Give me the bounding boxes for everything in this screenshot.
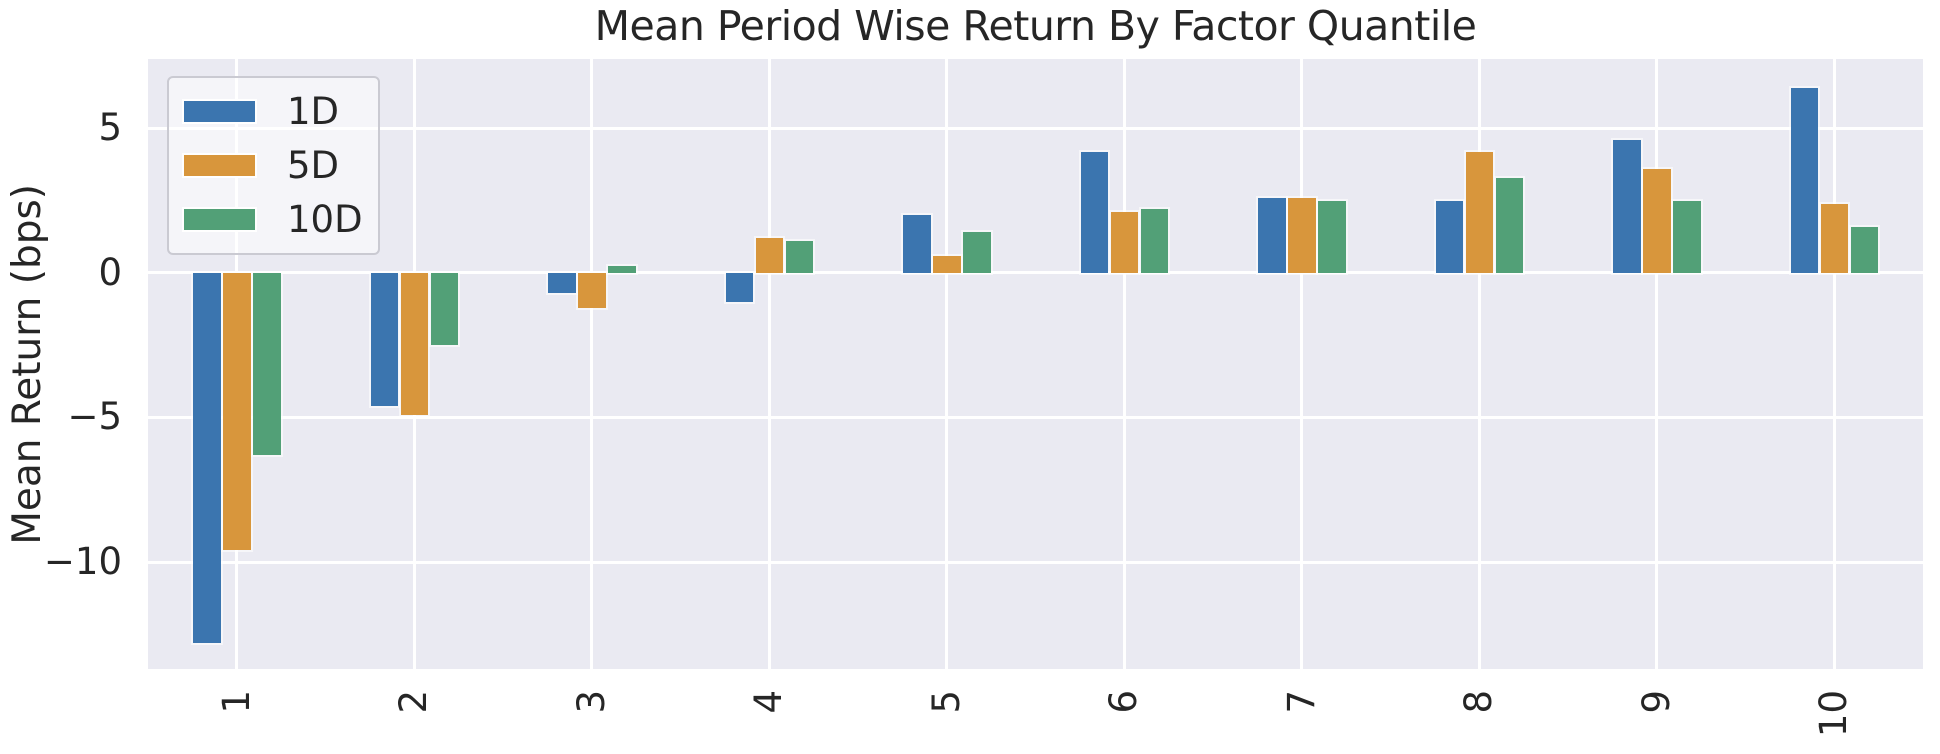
bar-5D-q4 [755, 238, 783, 273]
bar-10D-q4 [785, 241, 813, 273]
bar-5D-q1 [223, 272, 251, 551]
legend-item-5D: 5D [169, 147, 378, 184]
bar-1D-q6 [1080, 151, 1108, 273]
v-gridline [1300, 59, 1304, 669]
v-gridline [1832, 59, 1836, 669]
x-tick-label-4: 4 [747, 690, 791, 714]
h-gridline [148, 271, 1923, 275]
bar-10D-q10 [1850, 226, 1878, 273]
x-tick-label-1: 1 [214, 690, 258, 714]
legend-label: 10D [287, 198, 363, 242]
legend-swatch-10D [182, 207, 257, 233]
y-tick-label: 0 [98, 250, 122, 294]
x-tick-label-7: 7 [1279, 690, 1323, 714]
v-gridline [1477, 59, 1481, 669]
legend-swatch-5D [182, 152, 257, 178]
legend-label: 5D [287, 143, 340, 187]
bar-10D-q5 [963, 232, 991, 273]
y-tick-label: −5 [67, 395, 122, 439]
legend-item-1D: 1D [169, 93, 378, 130]
bar-10D-q9 [1673, 200, 1701, 273]
bar-1D-q10 [1790, 87, 1818, 273]
v-gridline [1655, 59, 1659, 669]
bar-5D-q9 [1643, 168, 1671, 273]
bar-5D-q6 [1110, 212, 1138, 273]
bar-10D-q6 [1140, 209, 1168, 273]
bar-5D-q8 [1465, 151, 1493, 273]
v-gridline [590, 59, 594, 669]
x-tick-label-8: 8 [1457, 690, 1501, 714]
v-gridline [945, 59, 949, 669]
bar-1D-q2 [370, 272, 398, 406]
h-gridline [148, 415, 1923, 419]
bar-10D-q8 [1495, 177, 1523, 273]
bar-5D-q3 [578, 272, 606, 308]
y-tick-label: 5 [98, 106, 122, 150]
legend-swatch-1D [182, 98, 257, 124]
bar-5D-q5 [933, 255, 961, 273]
bar-5D-q10 [1820, 203, 1848, 273]
plot-area [148, 59, 1923, 669]
bar-1D-q4 [725, 272, 753, 302]
bar-1D-q7 [1258, 197, 1286, 273]
x-tick-label-10: 10 [1812, 690, 1856, 738]
legend: 1D 5D 10D [167, 76, 380, 255]
chart-title: Mean Period Wise Return By Factor Quanti… [594, 2, 1477, 50]
x-tick-label-6: 6 [1102, 690, 1146, 714]
bar-1D-q9 [1613, 139, 1641, 273]
y-axis-label: Mean Return (bps) [4, 183, 50, 545]
v-gridline [1122, 59, 1126, 669]
bar-1D-q5 [903, 215, 931, 273]
bar-1D-q8 [1435, 200, 1463, 273]
bar-5D-q2 [400, 272, 428, 415]
v-gridline [767, 59, 771, 669]
bar-1D-q3 [548, 272, 576, 294]
bar-10D-q2 [430, 272, 458, 346]
x-tick-label-3: 3 [569, 690, 613, 714]
y-tick-label: −10 [43, 540, 122, 584]
h-gridline [148, 560, 1923, 564]
x-tick-label-5: 5 [924, 690, 968, 714]
h-gridline [148, 126, 1923, 130]
bar-1D-q1 [193, 272, 221, 643]
legend-item-10D: 10D [169, 201, 378, 238]
x-tick-label-9: 9 [1634, 690, 1678, 714]
legend-label: 1D [287, 89, 340, 133]
bar-5D-q7 [1288, 197, 1316, 273]
x-tick-label-2: 2 [392, 690, 436, 714]
bar-10D-q3 [608, 265, 636, 273]
bar-10D-q7 [1318, 200, 1346, 273]
bar-10D-q1 [253, 272, 281, 456]
